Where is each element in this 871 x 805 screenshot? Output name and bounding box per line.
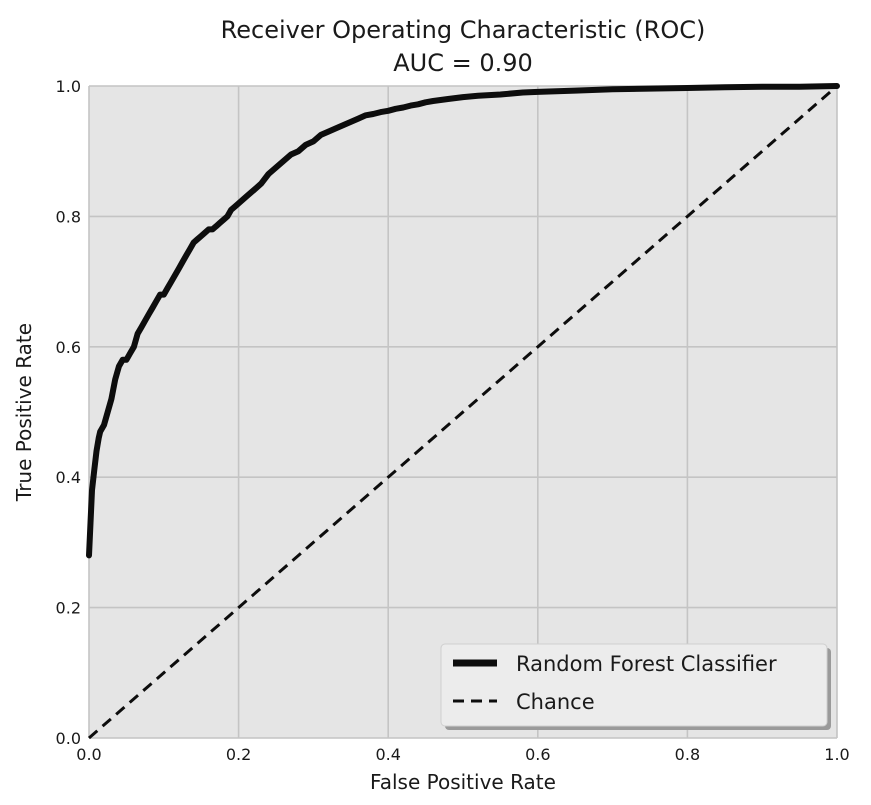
legend-label-chance: Chance [516,690,595,714]
chart-title: Receiver Operating Characteristic (ROC) [221,16,706,44]
y-tick-label: 0.4 [56,468,81,487]
x-axis-label: False Positive Rate [370,770,556,794]
x-tick-label: 1.0 [824,745,849,764]
chance-line [88,84,838,740]
grid-lines [88,85,838,739]
x-tick-label: 0.6 [525,745,550,764]
x-tick-label: 0.4 [375,745,400,764]
legend-label-random-forest: Random Forest Classifier [516,652,777,676]
y-tick-label: 0.8 [56,207,81,226]
roc-curve-line [86,83,840,559]
y-tick-label: 1.0 [56,77,81,96]
x-tick-label: 0.8 [675,745,700,764]
y-tick-label: 0.0 [56,729,81,748]
tick-labels: 0.0 0.2 0.4 0.6 0.8 1.0 0.0 0.2 0.4 0.6 0.8 1.0 [56,77,850,764]
y-tick-label: 0.2 [56,599,81,618]
x-tick-label: 0.2 [226,745,251,764]
chart-subtitle: AUC = 0.90 [393,49,533,77]
y-tick-label: 0.6 [56,338,81,357]
legend: Random Forest Classifier Chance [440,643,831,730]
y-axis-label: True Positive Rate [12,323,36,502]
legend-box [440,643,828,727]
x-tick-label: 0.0 [76,745,101,764]
